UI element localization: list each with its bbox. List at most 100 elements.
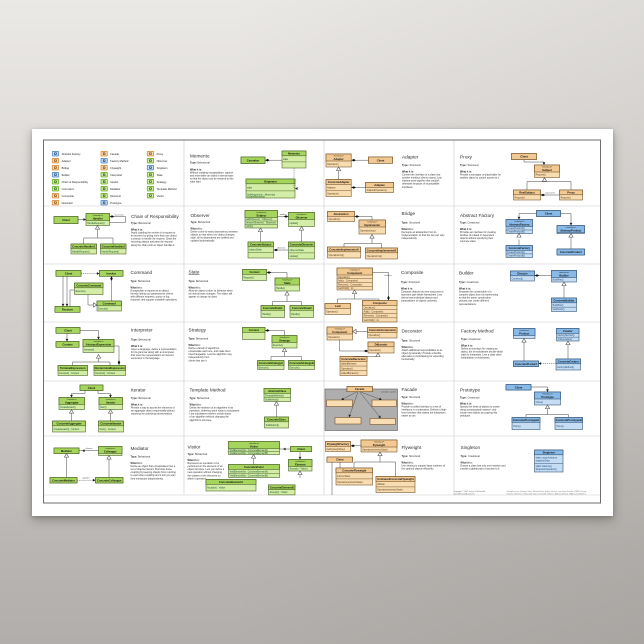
- svg-text:Execute(): Execute(): [290, 366, 300, 369]
- svg-text:Use sharing to support large n: Use sharing to support large numbers of: [402, 465, 446, 468]
- svg-text:of an algorithm without changi: of an algorithm without changing the: [190, 416, 230, 419]
- svg-text:using a prototypical instance,: using a prototypical instance, and: [460, 409, 497, 412]
- svg-text:Implementor: Implementor: [364, 223, 380, 227]
- svg-text:ConcreteElementB: ConcreteElementB: [270, 485, 294, 489]
- svg-text:SubMethod(): SubMethod(): [265, 398, 279, 401]
- svg-text:What it is:: What it is:: [189, 287, 201, 290]
- svg-text:another interface clients expe: another interface clients expect. Lets: [402, 177, 442, 180]
- svg-text:What it is:: What it is:: [190, 404, 202, 407]
- svg-text:updated automatically.: updated automatically.: [191, 240, 216, 243]
- svg-text:Type: Structural: Type: Structural: [402, 454, 421, 458]
- svg-text:provide a global point of acce: provide a global point of access to it.: [461, 468, 501, 471]
- svg-text:Subject: Subject: [542, 168, 552, 172]
- svg-text:Operation(): Operation(): [369, 334, 381, 337]
- svg-text:create new objects by copying: create new objects by copying this: [460, 412, 498, 415]
- svg-text:CreateProductA(): CreateProductA(): [507, 251, 525, 254]
- svg-text:classes work together that cou: classes work together that couldn't: [402, 180, 440, 183]
- svg-text:Context: Context: [62, 343, 72, 347]
- svg-text:Type: Creational: Type: Creational: [461, 337, 481, 341]
- svg-text:GetChild(i) : int: GetChild(i) : int: [364, 319, 380, 322]
- svg-text:CreateMemento(): CreateMemento(): [247, 195, 265, 198]
- svg-text:Iterator: Iterator: [131, 388, 146, 393]
- svg-text:«interface»: «interface»: [566, 226, 577, 229]
- svg-text:Aggregate: Aggregate: [65, 400, 79, 404]
- svg-text:set of objects interact. Promo: set of objects interact. Promotes loose: [131, 468, 173, 471]
- svg-text:sentences in the language.: sentences in the language.: [131, 357, 160, 360]
- svg-text:Template Method: Template Method: [190, 388, 226, 393]
- svg-text:CreateProductB(): CreateProductB(): [507, 231, 525, 234]
- svg-text:Type: Behavioral: Type: Behavioral: [188, 452, 208, 456]
- svg-text:Operation(): Operation(): [326, 310, 338, 313]
- svg-text:Remove(c : Composite): Remove(c : Composite): [338, 283, 362, 286]
- svg-text:«interface»: «interface»: [256, 211, 267, 214]
- svg-text:«interface»: «interface»: [374, 441, 385, 444]
- svg-text:Patterns: Elements of Reusable: Patterns: Elements of Reusable Object-Or…: [507, 492, 587, 495]
- svg-text:informs: informs: [86, 447, 93, 450]
- svg-text:ConcreteVisitor: ConcreteVisitor: [244, 465, 264, 469]
- svg-text:compositions of objects unifor: compositions of objects uniformly.: [401, 300, 438, 303]
- svg-text:«interface»: «interface»: [105, 447, 116, 450]
- svg-text:Facade: Facade: [110, 152, 119, 156]
- svg-text:OperationImp(): OperationImp(): [367, 255, 383, 258]
- svg-text:«interface»: «interface»: [282, 279, 293, 282]
- svg-text:Provide a unified interface to: Provide a unified interface to a set of: [402, 406, 442, 409]
- svg-text:that uses the representation t: that uses the representation to interpre…: [131, 354, 174, 357]
- svg-text:What it is:: What it is:: [461, 462, 473, 465]
- svg-text:Request(): Request(): [536, 174, 546, 177]
- svg-text:GetChild(i) : int: GetChild(i) : int: [338, 287, 354, 290]
- svg-text:What it is:: What it is:: [189, 344, 201, 347]
- svg-text:Type: Behavioral: Type: Behavioral: [190, 396, 210, 400]
- svg-text:Decorator: Decorator: [375, 343, 388, 347]
- svg-text:ConcreteStrategyB: ConcreteStrategyB: [289, 361, 313, 365]
- svg-text:AbstractFactory: AbstractFactory: [509, 222, 530, 226]
- svg-text:Type: Structural: Type: Structural: [402, 395, 421, 399]
- svg-text:SubMethod(): SubMethod(): [266, 424, 280, 427]
- svg-text:What it is:: What it is:: [461, 345, 473, 348]
- svg-text:represents: represents: [545, 192, 555, 195]
- svg-text:CreateProductB(): CreateProductB(): [507, 255, 525, 258]
- svg-text:Clone(): Clone(): [556, 426, 564, 428]
- svg-text:CreateIterator(): CreateIterator(): [60, 406, 76, 409]
- svg-text:Interpret(): Interpret(): [84, 348, 94, 351]
- svg-text:State: State: [284, 281, 291, 285]
- svg-text:What it is:: What it is:: [190, 169, 202, 172]
- svg-text:What it is:: What it is:: [131, 404, 143, 407]
- svg-text:BuildPart(): BuildPart(): [553, 279, 564, 282]
- svg-text:Originator: Originator: [264, 180, 277, 184]
- svg-text:«interface»: «interface»: [67, 398, 78, 401]
- svg-text:«interface»: «interface»: [295, 460, 306, 463]
- svg-text:ConcreteHandler2: ConcreteHandler2: [102, 245, 126, 249]
- svg-text:level interface that makes the: level interface that makes the subsystem: [402, 412, 446, 415]
- svg-text:class to instantiate. Lets a c: class to instantiate. Lets a class defer: [461, 354, 502, 357]
- svg-text:Adapter: Adapter: [62, 159, 71, 163]
- svg-text:Decorator: Decorator: [402, 329, 423, 334]
- svg-text:Without violating encapsulatio: Without violating encapsulation, capture: [190, 172, 234, 175]
- svg-text:Type: Structural: Type: Structural: [460, 163, 479, 167]
- svg-text:Complex system: Complex system: [381, 391, 397, 394]
- svg-text:objects so that when one objec: objects so that when one object changes: [191, 234, 236, 237]
- svg-text:ConcreteObserver: ConcreteObserver: [290, 243, 313, 247]
- svg-text:Next() : Context: Next() : Context: [100, 428, 116, 431]
- svg-text:Separate the construction of a: Separate the construction of a: [459, 291, 492, 294]
- svg-text:state: state: [247, 186, 253, 189]
- svg-text:ConcreteClass: ConcreteClass: [267, 418, 286, 422]
- svg-text:ConcreteColleague: ConcreteColleague: [97, 478, 122, 482]
- svg-text:ConcreteAdapter: ConcreteAdapter: [328, 180, 350, 184]
- svg-text:removeObserver( : Observer): removeObserver( : Observer): [246, 222, 276, 225]
- svg-text:Context: Context: [249, 270, 259, 274]
- svg-text:encapsulate each one, and make: encapsulate each one, and make them: [189, 350, 231, 353]
- svg-text:ConcreteFlyweight: ConcreteFlyweight: [342, 469, 366, 473]
- svg-text:thereby letting you parameteri: thereby letting you parameterize clients: [131, 293, 174, 296]
- svg-text:Abstract Factory: Abstract Factory: [62, 152, 82, 156]
- svg-text:Client: Client: [520, 155, 528, 159]
- svg-text:Interpreter: Interpreter: [110, 173, 122, 177]
- svg-text:What it is:: What it is:: [460, 403, 472, 406]
- svg-text:ConcretePrototypeA: ConcretePrototypeA: [513, 418, 539, 422]
- svg-text:CreateIterator() : Context: CreateIterator() : Context: [54, 428, 80, 431]
- svg-text:Clone(): Clone(): [536, 402, 544, 404]
- svg-text:State: State: [157, 173, 164, 177]
- svg-text:Type: Behavioral: Type: Behavioral: [131, 221, 151, 225]
- svg-text:Request(): Request(): [244, 276, 254, 279]
- svg-text:alternative to subclassing for: alternative to subclassing for extending: [402, 355, 445, 358]
- svg-text:«interface»: «interface»: [296, 213, 307, 216]
